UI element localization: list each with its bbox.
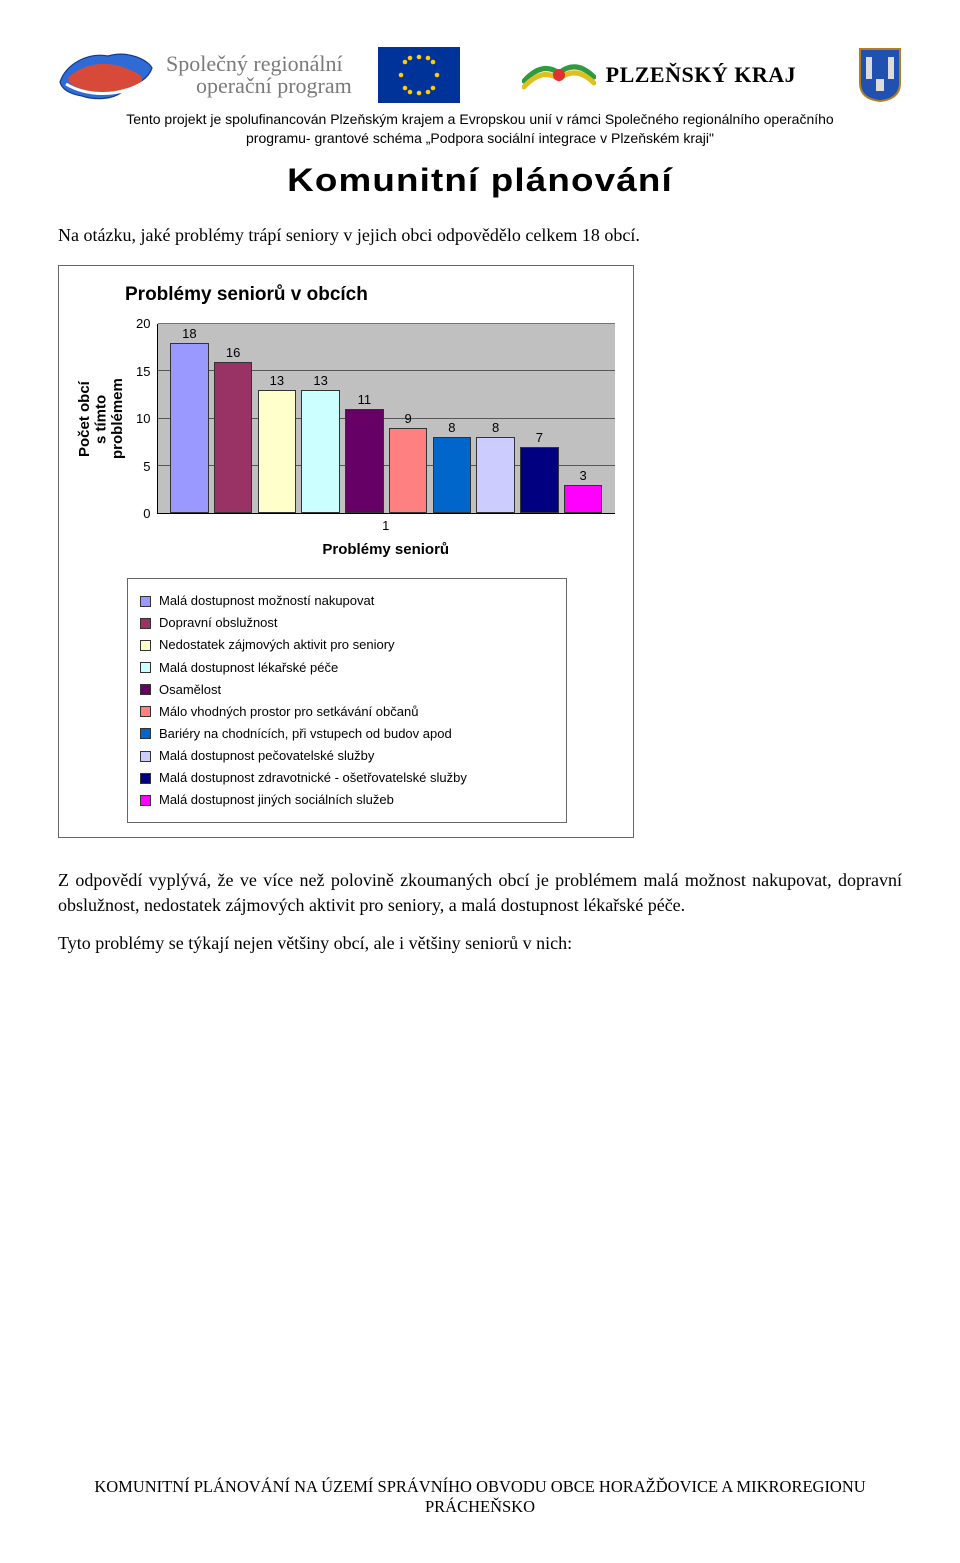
plzensky-kraj-text: PLZEŇSKÝ KRAJ <box>606 62 796 88</box>
legend-swatch <box>140 773 151 784</box>
chart-title: Problémy seniorů v obcích <box>125 284 615 306</box>
legend-item: Dopravní obslužnost <box>140 613 554 633</box>
bar-value-label: 9 <box>405 411 412 426</box>
legend-swatch <box>140 706 151 717</box>
legend-item: Málo vhodných prostor pro setkávání obča… <box>140 702 554 722</box>
y-tick: 10 <box>133 412 151 426</box>
legend-swatch <box>140 640 151 651</box>
eu-flag-icon <box>378 47 460 103</box>
document-page: Společný regionální operační program <box>0 0 960 1563</box>
coat-of-arms-icon <box>858 47 902 103</box>
legend-item: Bariéry na chodnících, při vstupech od b… <box>140 724 554 744</box>
plot-area: 18 16 13 13 11 9 8 8 7 3 <box>157 324 616 514</box>
intro-paragraph: Na otázku, jaké problémy trápí seniory v… <box>58 223 902 247</box>
bar-value-label: 3 <box>580 468 587 483</box>
paragraph-2: Tyto problémy se týkají nejen většiny ob… <box>58 931 902 955</box>
bar-value-label: 7 <box>536 430 543 445</box>
bar-value-label: 11 <box>358 392 372 407</box>
bar-value-label: 18 <box>182 326 196 341</box>
legend-label: Dopravní obslužnost <box>159 613 278 633</box>
bar-value-label: 16 <box>226 345 240 360</box>
legend-swatch <box>140 684 151 695</box>
bar-slot: 8 <box>430 324 474 513</box>
x-category-label: 1 <box>157 514 616 533</box>
bar <box>476 437 515 513</box>
y-tick: 0 <box>133 507 151 521</box>
y-tick: 20 <box>133 317 151 331</box>
legend-label: Bariéry na chodnících, při vstupech od b… <box>159 724 452 744</box>
y-tick: 5 <box>133 460 151 474</box>
bar <box>301 390 340 513</box>
legend-label: Nedostatek zájmových aktivit pro seniory <box>159 635 395 655</box>
bar <box>433 437 472 513</box>
bar-slot: 9 <box>386 324 430 513</box>
bar-value-label: 8 <box>448 420 455 435</box>
y-tick: 15 <box>133 365 151 379</box>
bar <box>345 409 384 513</box>
bar-slot: 13 <box>255 324 299 513</box>
bar-slot: 3 <box>561 324 605 513</box>
legend-item: Malá dostupnost pečovatelské služby <box>140 746 554 766</box>
bar-slot: 7 <box>518 324 562 513</box>
logo-row: Společný regionální operační program <box>58 46 902 104</box>
czech-map-icon <box>58 46 154 104</box>
legend-item: Malá dostupnost možností nakupovat <box>140 591 554 611</box>
footer-l1: KOMUNITNÍ PLÁNOVÁNÍ NA ÚZEMÍ SPRÁVNÍHO O… <box>94 1477 865 1496</box>
bar-slot: 18 <box>168 324 212 513</box>
y-axis-label: Počet obcís tímtoproblémem <box>77 324 127 514</box>
plzensky-kraj-icon <box>522 53 596 97</box>
bar-value-label: 13 <box>313 373 327 388</box>
bar-value-label: 8 <box>492 420 499 435</box>
legend-item: Osamělost <box>140 680 554 700</box>
bar <box>520 447 559 513</box>
legend-item: Malá dostupnost lékařské péče <box>140 658 554 678</box>
bar <box>170 343 209 513</box>
legend-item: Nedostatek zájmových aktivit pro seniory <box>140 635 554 655</box>
bar-slot: 16 <box>211 324 255 513</box>
bar <box>258 390 297 513</box>
bar <box>389 428 428 513</box>
plzensky-kraj-logo: PLZEŇSKÝ KRAJ <box>486 53 832 97</box>
bar <box>564 485 603 513</box>
srop-line1: Společný regionální <box>166 53 352 75</box>
bar-slot: 13 <box>299 324 343 513</box>
srop-logo-text: Společný regionální operační program <box>166 53 352 97</box>
legend-label: Malá dostupnost lékařské péče <box>159 658 338 678</box>
gridline <box>158 323 616 324</box>
legend-swatch <box>140 662 151 673</box>
main-heading: Komunitní plánování <box>0 162 960 199</box>
bar-slot: 8 <box>474 324 518 513</box>
legend-label: Málo vhodných prostor pro setkávání obča… <box>159 702 418 722</box>
legend-swatch <box>140 751 151 762</box>
x-axis-label: Problémy seniorů <box>157 541 616 558</box>
chart-plot-row: Počet obcís tímtoproblémem 20151050 1816… <box>77 324 615 558</box>
legend-swatch <box>140 728 151 739</box>
legend-swatch <box>140 618 151 629</box>
bar <box>214 362 253 513</box>
bar-slot: 11 <box>343 324 387 513</box>
srop-line2: operační program <box>166 75 352 97</box>
footer-note: KOMUNITNÍ PLÁNOVÁNÍ NA ÚZEMÍ SPRÁVNÍHO O… <box>58 1477 902 1517</box>
chart-container: Problémy seniorů v obcích Počet obcís tí… <box>58 265 634 838</box>
chart-legend: Malá dostupnost možností nakupovatDoprav… <box>127 578 567 823</box>
legend-label: Malá dostupnost možností nakupovat <box>159 591 374 611</box>
subsidize-note-l2: programu- grantové schéma „Podpora sociá… <box>246 130 714 146</box>
legend-item: Malá dostupnost zdravotnické - ošetřovat… <box>140 768 554 788</box>
srop-logo: Společný regionální operační program <box>58 46 352 104</box>
subsidize-note: Tento projekt je spolufinancován Plzeňsk… <box>58 110 902 148</box>
legend-label: Malá dostupnost jiných sociálních služeb <box>159 790 394 810</box>
bars-group: 18 16 13 13 11 9 8 8 7 3 <box>158 324 616 513</box>
subsidize-note-l1: Tento projekt je spolufinancován Plzeňsk… <box>126 111 833 127</box>
legend-swatch <box>140 596 151 607</box>
legend-label: Malá dostupnost pečovatelské služby <box>159 746 374 766</box>
legend-label: Osamělost <box>159 680 221 700</box>
paragraph-1: Z odpovědí vyplývá, že ve více než polov… <box>58 868 902 917</box>
legend-item: Malá dostupnost jiných sociálních služeb <box>140 790 554 810</box>
legend-label: Malá dostupnost zdravotnické - ošetřovat… <box>159 768 467 788</box>
bar-value-label: 13 <box>270 373 284 388</box>
footer-l2: PRÁCHEŇSKO <box>425 1497 535 1516</box>
y-axis-ticks: 20151050 <box>133 324 157 514</box>
legend-swatch <box>140 795 151 806</box>
